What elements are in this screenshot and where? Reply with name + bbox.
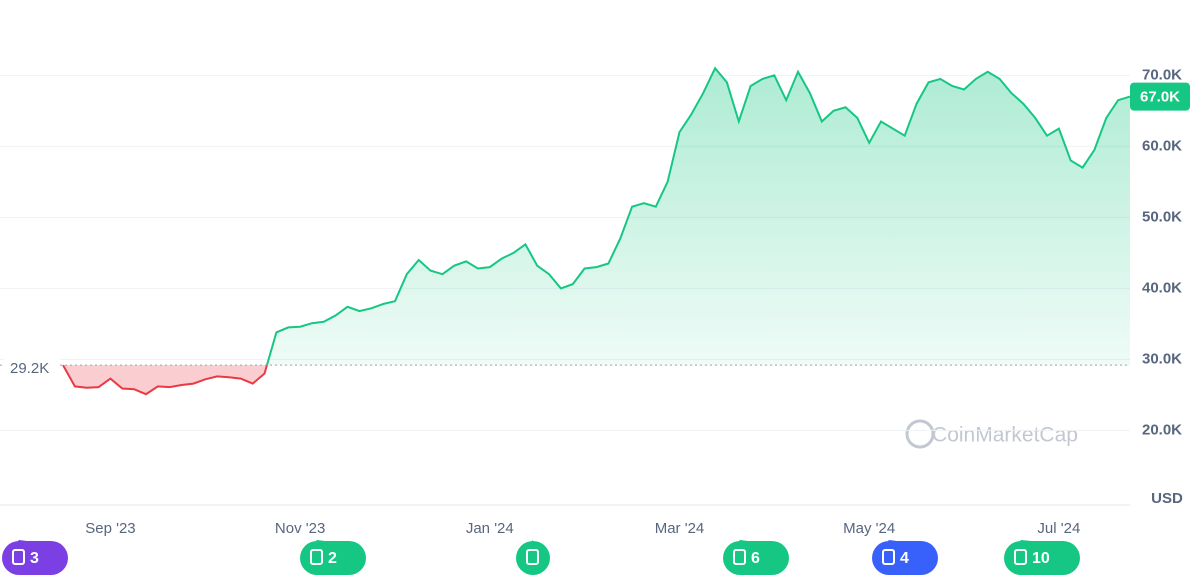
- current-badge: [1130, 82, 1190, 111]
- event-marker[interactable]: 10: [1004, 540, 1080, 575]
- event-badge: [516, 541, 550, 575]
- event-marker[interactable]: 3: [2, 540, 68, 575]
- event-marker[interactable]: 4: [872, 540, 938, 575]
- event-marker[interactable]: 6: [723, 540, 789, 575]
- event-count: 4: [900, 550, 909, 567]
- x-tick-label: Nov '23: [275, 520, 325, 537]
- watermark: CoinMarketCap: [932, 424, 1078, 447]
- x-tick-label: Mar '24: [655, 520, 705, 537]
- x-tick-label: May '24: [843, 520, 895, 537]
- area-up: [63, 68, 1130, 366]
- unit-label: USD: [1151, 490, 1183, 507]
- y-tick-label: 40.0K: [1142, 279, 1182, 296]
- event-icon: [12, 549, 25, 565]
- watermark-logo: [905, 419, 935, 449]
- line-up: [63, 66, 1131, 366]
- baseline-label-bg: [4, 354, 60, 377]
- y-tick-label: 50.0K: [1142, 208, 1182, 225]
- y-tick-label: 20.0K: [1142, 421, 1182, 438]
- y-tick-label: 30.0K: [1142, 350, 1182, 367]
- x-tick-label: Sep '23: [85, 520, 135, 537]
- baseline-label: 29.2K: [10, 360, 49, 377]
- x-tick-label: Jan '24: [466, 520, 514, 537]
- x-tick-label: Jul '24: [1037, 520, 1080, 537]
- event-marker[interactable]: [516, 540, 550, 575]
- event-icon: [310, 549, 323, 565]
- y-tick-label: 60.0K: [1142, 137, 1182, 154]
- event-count: 2: [328, 550, 337, 567]
- event-icon: [882, 549, 895, 565]
- event-count: 6: [751, 550, 760, 567]
- event-count: 3: [30, 550, 39, 567]
- event-count: 10: [1032, 550, 1050, 567]
- y-tick-label: 70.0K: [1142, 66, 1182, 83]
- event-icon: [733, 549, 746, 565]
- area-down: [63, 365, 267, 395]
- event-icon: [526, 549, 539, 565]
- current-label: 67.0K: [1140, 89, 1180, 106]
- line-down: [62, 365, 269, 396]
- event-icon: [1014, 549, 1027, 565]
- event-marker[interactable]: 2: [300, 540, 366, 575]
